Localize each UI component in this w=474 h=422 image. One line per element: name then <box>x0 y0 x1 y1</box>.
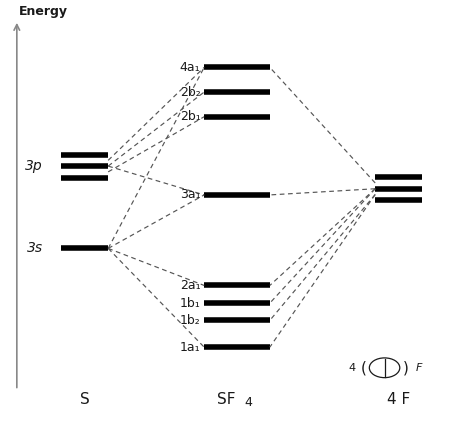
Text: (: ( <box>361 360 366 375</box>
Text: 1a₁: 1a₁ <box>180 341 201 354</box>
Text: 3p: 3p <box>25 159 43 173</box>
Text: ): ) <box>403 360 409 375</box>
Text: 4a₁: 4a₁ <box>180 61 201 74</box>
Text: 1b₂: 1b₂ <box>180 314 201 327</box>
Text: F: F <box>416 363 422 373</box>
Text: 2a₁: 2a₁ <box>180 279 201 292</box>
Text: 3s: 3s <box>27 241 43 255</box>
Text: S: S <box>80 392 90 407</box>
Text: 3a₁: 3a₁ <box>180 188 201 201</box>
Text: Energy: Energy <box>19 5 68 18</box>
Text: 4: 4 <box>348 363 356 373</box>
Ellipse shape <box>369 358 400 378</box>
Text: 1b₁: 1b₁ <box>180 297 201 310</box>
Text: 4: 4 <box>244 396 252 409</box>
Text: 2b₁: 2b₁ <box>180 110 201 123</box>
Text: SF: SF <box>218 392 236 407</box>
Text: 4 F: 4 F <box>387 392 410 407</box>
Text: 2b₂: 2b₂ <box>180 86 201 98</box>
